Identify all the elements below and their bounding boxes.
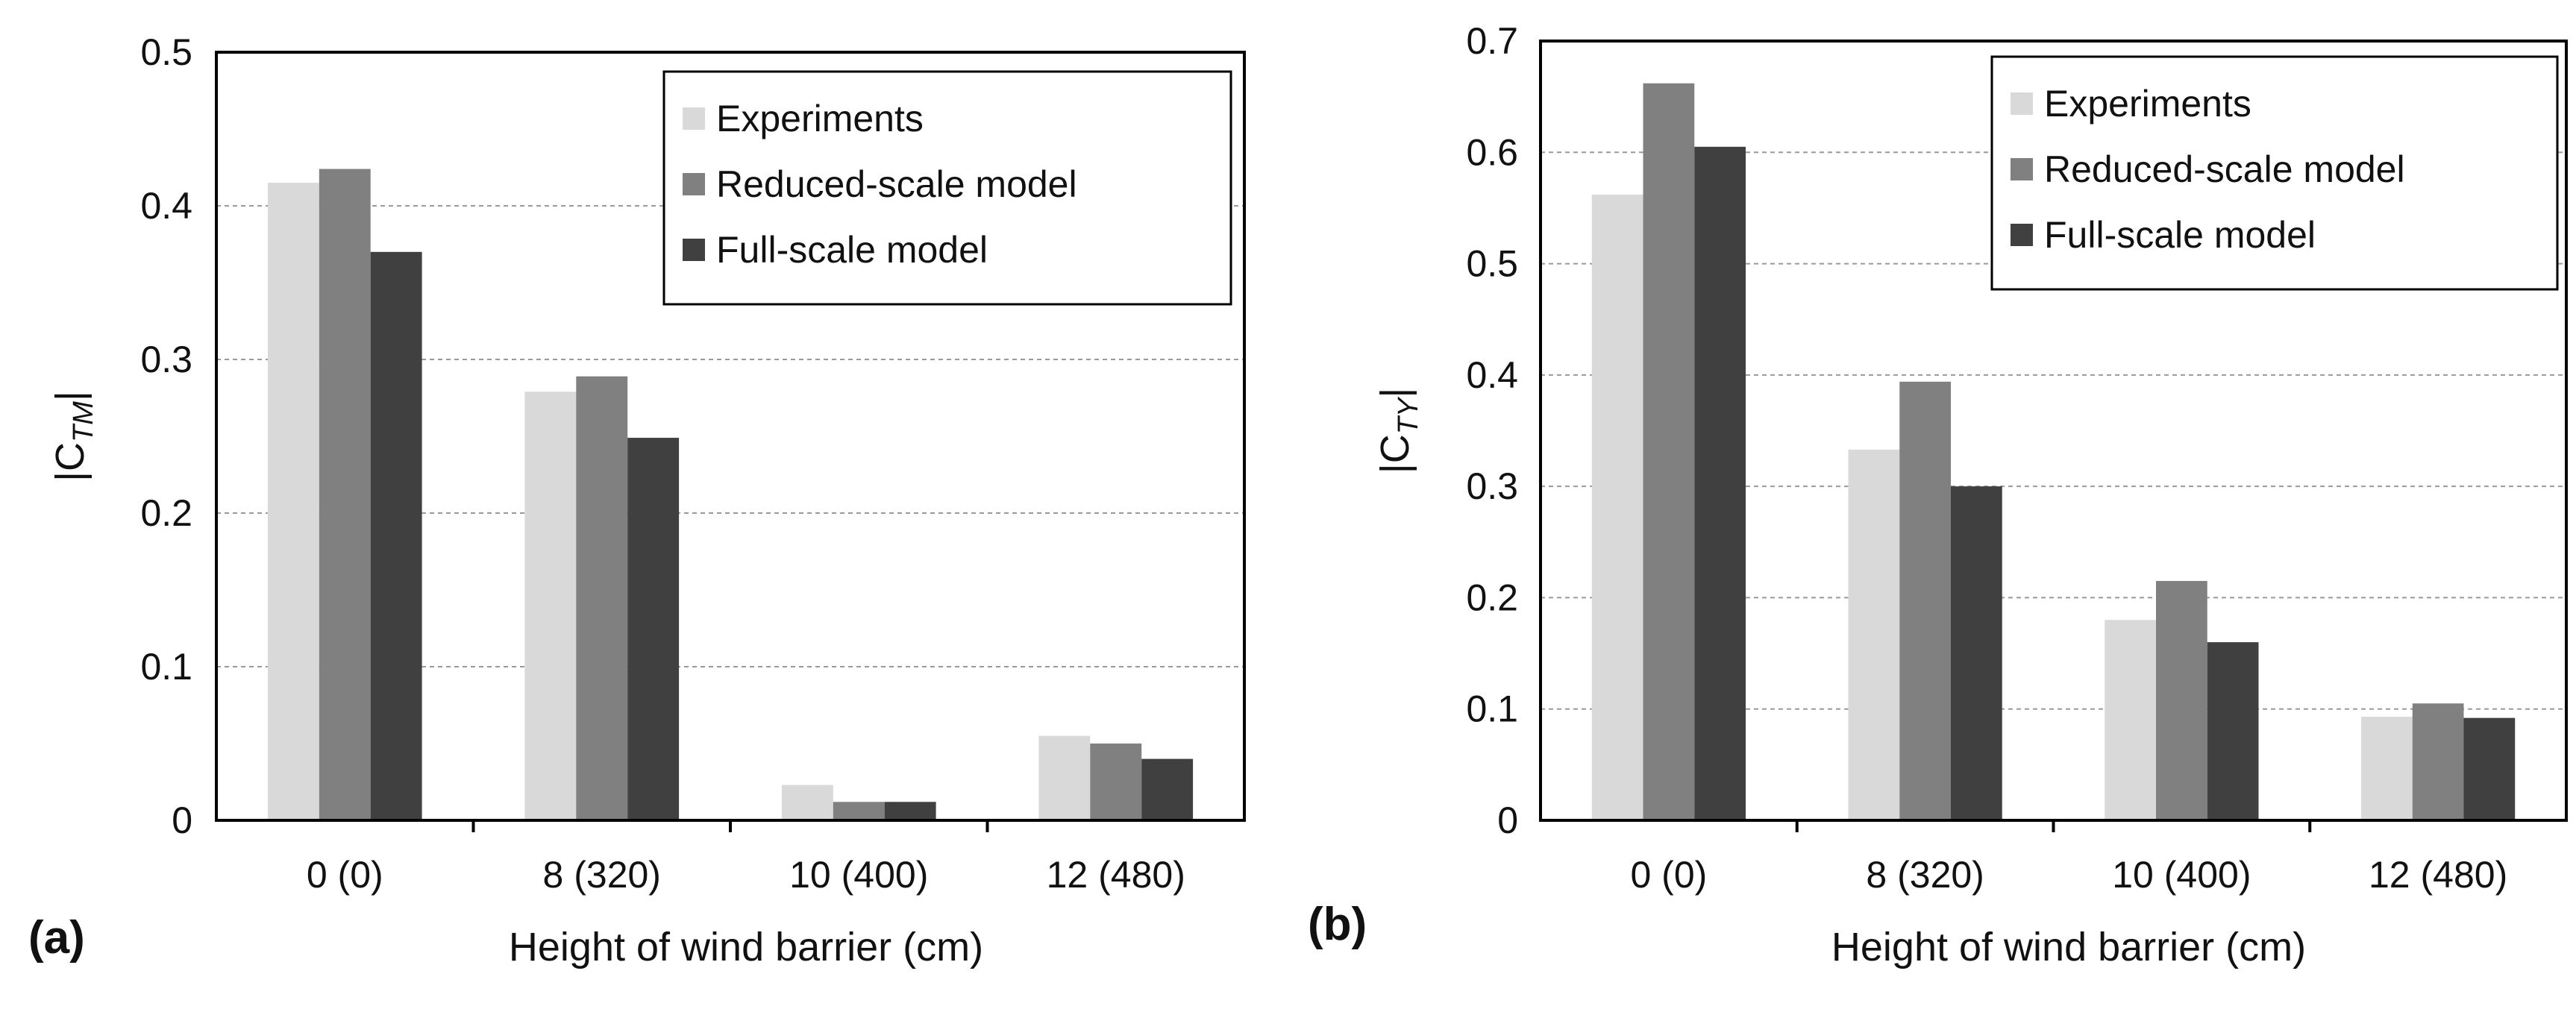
bar-full-scale-model-3: [1141, 758, 1194, 820]
y-tick-label: 0.2: [140, 492, 192, 534]
bar-reduced-scale-model-2: [833, 802, 885, 820]
bar-reduced-scale-model-2: [2156, 581, 2207, 820]
y-axis-title: |CTY|: [1373, 388, 1424, 474]
y-tick-label: 0.1: [1466, 688, 1518, 730]
x-tick-label: 0 (0): [307, 854, 383, 896]
bar-reduced-scale-model-1: [576, 376, 628, 820]
bar-experiments-1: [1848, 449, 1900, 820]
y-tick-label: 0.4: [1466, 354, 1518, 396]
x-axis-title: Height of wind barrier (cm): [509, 925, 983, 969]
bar-full-scale-model-0: [1694, 146, 1746, 821]
y-tick-label: 0.6: [1466, 131, 1518, 173]
bar-full-scale-model-0: [370, 251, 422, 820]
x-tick-label: 10 (400): [789, 854, 928, 896]
legend-label: Experiments: [716, 98, 924, 139]
y-tick-label: 0.3: [140, 339, 192, 380]
y-tick-label: 0.5: [140, 31, 192, 73]
y-axis-title-close: |: [48, 391, 93, 401]
bar-experiments-3: [2361, 717, 2413, 820]
y-axis-title-close: |: [1373, 388, 1417, 398]
bar-full-scale-model-3: [2463, 717, 2516, 820]
y-tick-label: 0.4: [140, 185, 192, 227]
bar-full-scale-model-2: [2207, 642, 2259, 820]
y-tick-label: 0.7: [1466, 20, 1518, 62]
legend-box: [1990, 55, 2559, 291]
chart-panel-a: 0 0.1 0.2 0.3 0.4 0.5 0 (0) 8 (320) 10 (400) 12 (…: [28, 31, 1246, 969]
bar-experiments-1: [524, 392, 577, 820]
y-axis-title-base: |C: [48, 442, 93, 482]
y-tick-label: 0.5: [1466, 243, 1518, 285]
bar-experiments-0: [1591, 195, 1643, 820]
x-tick-label: 12 (480): [1047, 854, 1185, 896]
x-tick-label: 8 (320): [543, 854, 661, 896]
y-axis-title-base: |C: [1373, 434, 1417, 474]
legend: Experiments Reduced-scale model Full-scale…: [662, 70, 1232, 306]
legend-label: Experiments: [2044, 83, 2251, 125]
legend-label: Full-scale model: [2044, 214, 2316, 256]
y-tick-label: 0.3: [1466, 465, 1518, 507]
legend-label: Reduced-scale model: [2044, 148, 2405, 190]
legend-swatch: [2011, 92, 2033, 115]
chart-panel-b: 0 0.1 0.2 0.3 0.4 0.5 0.6 0.7 0 (0) 8 (320) 10 (40…: [1308, 20, 2568, 969]
legend-label: Reduced-scale model: [716, 163, 1077, 205]
bar-reduced-scale-model-3: [1090, 744, 1142, 820]
y-tick-label: 0.1: [140, 646, 192, 688]
y-tick-label: 0: [1497, 799, 1518, 841]
bar-full-scale-model-1: [627, 438, 680, 820]
legend-swatch: [683, 173, 705, 195]
legend-swatch: [683, 107, 705, 130]
bar-reduced-scale-model-1: [1899, 381, 1951, 820]
bar-full-scale-model-1: [1951, 486, 2002, 820]
bar-full-scale-model-2: [884, 802, 936, 820]
legend: Experiments Reduced-scale model Full-scale…: [1990, 55, 2559, 291]
bar-experiments-2: [781, 785, 833, 820]
bar-reduced-scale-model-0: [319, 169, 371, 820]
y-axis-title: |CTM|: [48, 391, 99, 482]
bar-reduced-scale-model-0: [1643, 83, 1695, 820]
y-axis-title-subscript: TY: [1393, 396, 1424, 434]
bar-experiments-0: [267, 183, 319, 821]
legend-box: [662, 70, 1232, 306]
x-tick-label: 0 (0): [1630, 854, 1707, 896]
legend-swatch: [2011, 224, 2033, 246]
x-tick-label: 8 (320): [1866, 854, 1984, 896]
bar-experiments-3: [1038, 735, 1091, 820]
y-tick-label: 0: [172, 799, 192, 841]
legend-label: Full-scale model: [716, 229, 988, 271]
x-tick-label: 10 (400): [2112, 854, 2251, 896]
x-tick-label: 12 (480): [2369, 854, 2507, 896]
x-axis-title: Height of wind barrier (cm): [1831, 925, 2306, 969]
legend-swatch: [2011, 158, 2033, 180]
y-tick-label: 0.2: [1466, 576, 1518, 618]
panel-label: (a): [28, 912, 85, 964]
y-axis-title-subscript: TM: [68, 401, 99, 442]
bar-reduced-scale-model-3: [2412, 703, 2464, 820]
bar-experiments-2: [2105, 620, 2156, 820]
panel-label: (b): [1308, 899, 1367, 950]
legend-swatch: [683, 239, 705, 261]
